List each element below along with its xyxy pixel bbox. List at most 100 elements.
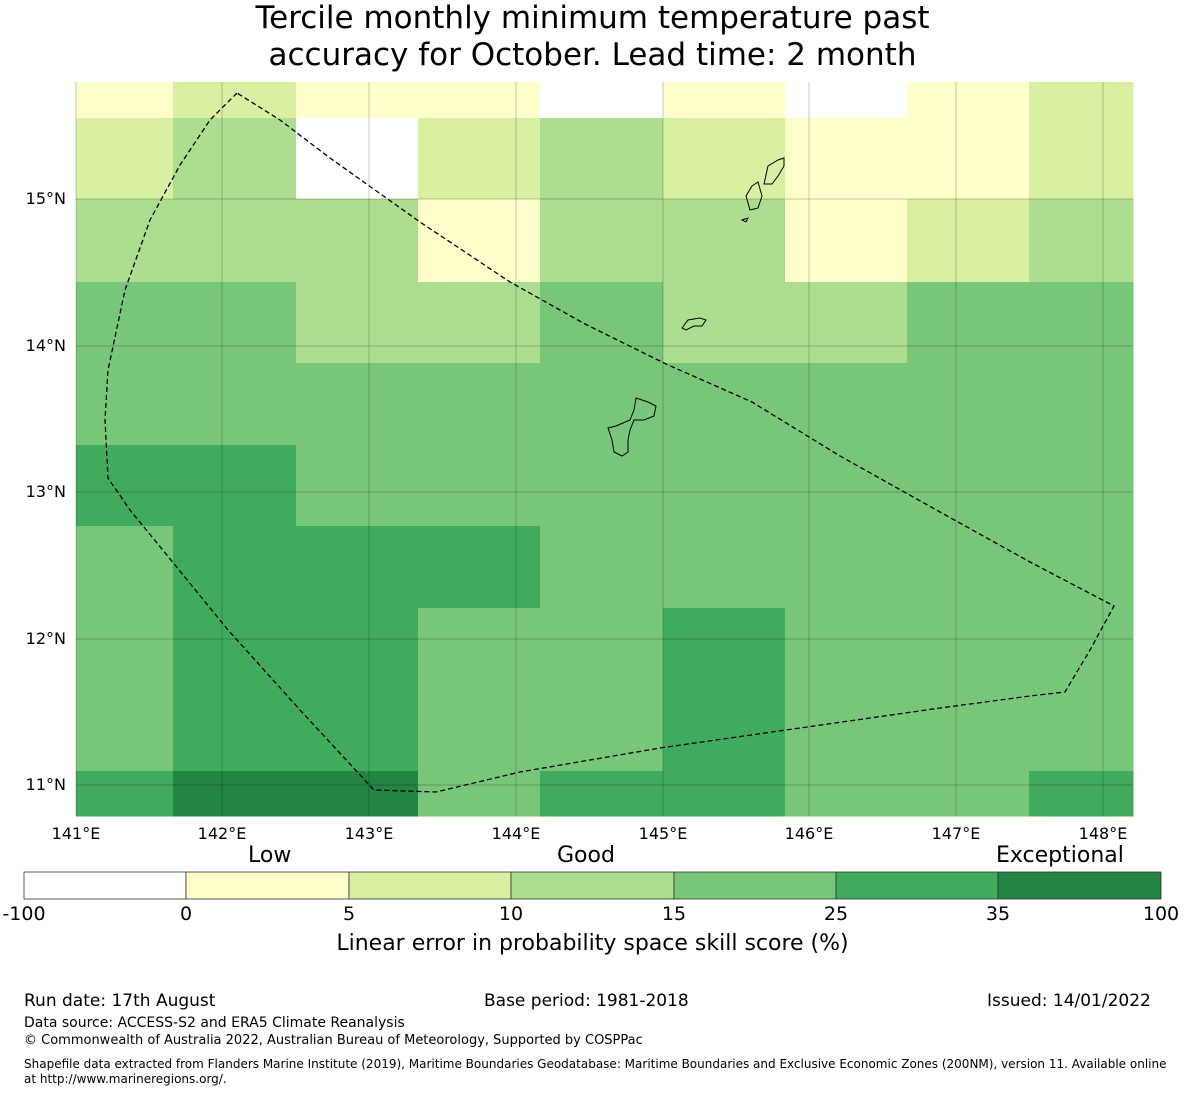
grid-cell: [663, 608, 786, 691]
grid-cell: [907, 608, 1030, 691]
grid-cell: [785, 526, 908, 609]
shapefile-credit-line-2: at http://www.marineregions.org/.: [24, 1072, 227, 1086]
grid-cell: [173, 690, 297, 772]
colorbar-segment: [185, 871, 350, 900]
saipan-coastline: [745, 181, 763, 211]
grid-cell: [785, 771, 908, 817]
grid-cell: [418, 118, 541, 200]
data-source: Data source: ACCESS-S2 and ERA5 Climate …: [24, 1015, 405, 1031]
grid-cell: [785, 363, 908, 446]
grid-cell: [173, 199, 297, 283]
grid-cell: [540, 199, 664, 283]
title-line-2: accuracy for October. Lead time: 2 month: [268, 37, 917, 73]
grid-cell: [540, 690, 664, 772]
grid-cell: [907, 690, 1030, 772]
grid-cell: [663, 118, 786, 200]
grid-cell: [173, 282, 297, 364]
grid-cell: [1029, 771, 1134, 817]
colorbar-tick-label: 15: [661, 903, 687, 925]
grid-cell: [785, 690, 908, 772]
grid-cell: [907, 363, 1030, 446]
grid-cell: [663, 282, 786, 364]
grid-cell: [540, 363, 664, 446]
latitude-label: 14°N: [25, 336, 66, 355]
grid-cell: [418, 363, 541, 446]
run-date: Run date: 17th August: [24, 991, 216, 1011]
grid-cell: [296, 282, 419, 364]
guam-coastline: [607, 397, 657, 457]
grid-cell: [907, 282, 1030, 364]
longitude-label: 147°E: [931, 824, 981, 843]
grid-cell: [907, 82, 1030, 119]
grid-cell: [296, 445, 419, 527]
longitude-label: 146°E: [784, 824, 834, 843]
grid-cell: [1029, 526, 1134, 609]
grid-cell: [296, 771, 419, 817]
grid-cell: [663, 771, 786, 817]
grid-cell: [296, 82, 419, 119]
grid-cell: [418, 690, 541, 772]
tinian-coastline: [740, 217, 749, 223]
grid-cell: [663, 363, 786, 446]
grid-cell: [296, 199, 419, 283]
grid-cell: [785, 282, 908, 364]
copyright: © Commonwealth of Australia 2022, Austra…: [24, 1033, 643, 1048]
latitude-label: 12°N: [25, 629, 66, 648]
grid-cell: [173, 526, 297, 609]
coastlines: [607, 157, 785, 457]
grid-cell: [173, 771, 297, 817]
colorbar-segment: [23, 871, 187, 900]
latitude-label: 11°N: [25, 775, 66, 794]
grid-cell: [76, 282, 174, 364]
grid-cell: [296, 363, 419, 446]
grid-cell: [296, 118, 419, 200]
grid-cell: [418, 445, 541, 527]
colorbar-segment: [997, 871, 1162, 900]
grid-cell: [418, 771, 541, 817]
colorbar-tick-label: -100: [2, 903, 46, 925]
grid-cell: [540, 282, 664, 364]
colorbar-tick-label: 35: [985, 903, 1011, 925]
grid-cell: [785, 199, 908, 283]
grid-cell: [173, 363, 297, 446]
colorbar-tick-label: 0: [179, 903, 193, 925]
colorbar-segment: [835, 871, 999, 900]
grid-cell: [76, 690, 174, 772]
grid-cell: [76, 199, 174, 283]
grid-cell: [540, 771, 664, 817]
longitude-label: 145°E: [638, 824, 688, 843]
grid-cell: [540, 526, 664, 609]
grid-cell: [418, 282, 541, 364]
grid-cell: [663, 199, 786, 283]
latitude-label: 15°N: [25, 189, 66, 208]
colorbar: [23, 871, 1162, 900]
rota-coastline: [681, 317, 707, 331]
grid-cell: [1029, 445, 1134, 527]
grid-cell: [173, 118, 297, 200]
longitude-label: 144°E: [491, 824, 541, 843]
colorbar-segment: [510, 871, 675, 900]
grid-cell: [76, 363, 174, 446]
grid-cell: [1029, 118, 1134, 200]
grid-cell: [76, 445, 174, 527]
grid-cell: [1029, 690, 1134, 772]
map-title: Tercile monthly minimum temperature past…: [0, 0, 1185, 74]
grid-cell: [173, 608, 297, 691]
grid-cell: [173, 445, 297, 527]
grid-cell: [907, 771, 1030, 817]
grid-cell: [663, 445, 786, 527]
longitude-label: 141°E: [51, 824, 101, 843]
grid-cell: [76, 608, 174, 691]
grid-cell: [1029, 608, 1134, 691]
grid-cell: [1029, 363, 1134, 446]
grid-cell: [1029, 282, 1134, 364]
colorbar-segment: [348, 871, 512, 900]
grid-cell: [296, 526, 419, 609]
graticule: [75, 82, 1133, 816]
grid-cell: [1029, 82, 1134, 119]
longitude-label: 142°E: [197, 824, 247, 843]
skill-grid: [76, 82, 1134, 817]
grid-cell: [1029, 199, 1134, 283]
grid-cell: [296, 608, 419, 691]
grid-cell: [76, 771, 174, 817]
